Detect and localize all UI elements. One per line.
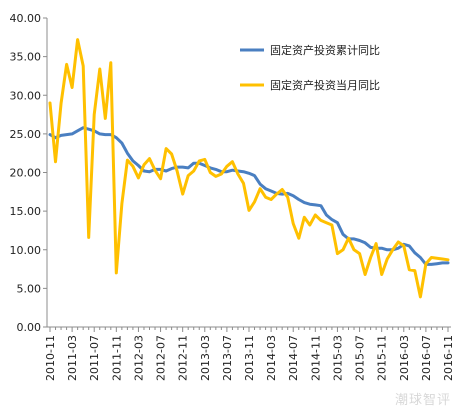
y-tick-label: 40.00 (10, 12, 42, 25)
series-layer (48, 38, 450, 299)
watermark: 潮球智评 (394, 393, 451, 408)
x-tick-label: 2016-11 (442, 335, 455, 381)
legend: 固定资产投资累计同比 固定资产投资当月同比 (240, 43, 380, 92)
series-line-monthly (48, 38, 450, 299)
y-tick-label: 5.00 (17, 282, 42, 295)
x-tick-label: 2015-07 (354, 335, 367, 381)
x-tick-label: 2012-03 (132, 335, 145, 381)
x-tick-label: 2012-11 (177, 335, 190, 381)
x-tick-label: 2011-03 (66, 335, 79, 381)
x-tick-label: 2013-11 (243, 335, 256, 381)
y-tick-label: 15.00 (10, 205, 42, 218)
x-tick-label: 2014-03 (265, 335, 278, 381)
y-tick-label: 0.00 (17, 321, 42, 334)
x-tick-label: 2013-03 (199, 335, 212, 381)
y-tick-label: 20.00 (10, 167, 42, 180)
x-tick-label: 2016-03 (398, 335, 411, 381)
x-tick-label: 2014-07 (287, 335, 300, 381)
x-tick-label: 2014-11 (309, 335, 322, 381)
x-tick-label: 2016-07 (420, 335, 433, 381)
x-tick-label: 2011-11 (110, 335, 123, 381)
legend-label-monthly: 固定资产投资当月同比 (270, 78, 380, 92)
x-tick-label: 2015-03 (331, 335, 344, 381)
y-tick-label: 30.00 (10, 89, 42, 102)
x-tick-label: 2015-11 (376, 335, 389, 381)
y-tick-label: 10.00 (10, 244, 42, 257)
y-tick-label: 25.00 (10, 128, 42, 141)
series-line-cumulative (48, 126, 450, 266)
x-tick-label: 2013-07 (221, 335, 234, 381)
x-tick-label: 2012-07 (155, 335, 168, 381)
x-tick-label: 2011-07 (88, 335, 101, 381)
legend-label-cumulative: 固定资产投资累计同比 (270, 43, 380, 57)
y-axis: 0.00 5.00 10.00 15.00 20.00 25.00 30.00 35.00 40… (10, 12, 48, 334)
y-tick-label: 35.00 (10, 51, 42, 64)
x-tick-label: 2010-11 (44, 335, 57, 381)
x-axis: 2010-11 2011-03 2011-07 2011-11 2012-03 2012-… (44, 326, 455, 381)
